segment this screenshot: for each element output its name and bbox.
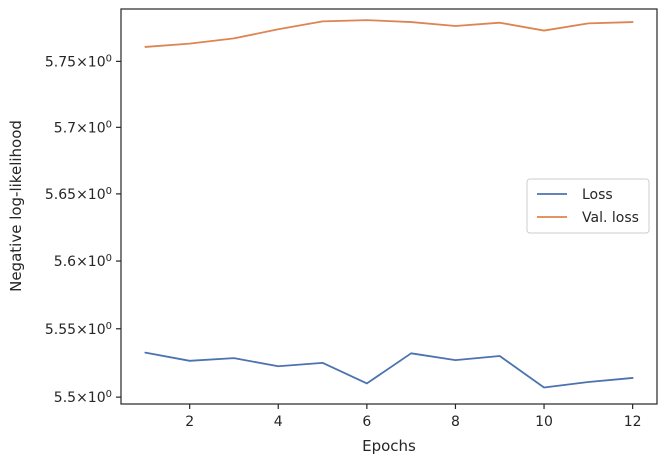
legend-label-loss: Loss [582,187,613,203]
y-tick-label: 5.75×100 [45,53,112,71]
x-tick-label: 12 [624,414,642,430]
y-tick-label: 5.6×100 [54,253,112,271]
y-tick-label: 5.55×100 [45,320,112,338]
plot-frame [120,8,658,405]
series-line-loss [144,351,634,389]
x-tick-label: 4 [274,414,283,430]
y-axis: 5.5×100 5.55×100 5.6×100 5.65×100 5.7×100 5.7… [45,53,121,406]
x-axis: 2 4 6 8 10 12 [185,404,642,430]
legend-label-val-loss: Val. loss [582,210,639,226]
x-tick-label: 2 [185,414,194,430]
y-axis-label: Negative log-likelihood [7,120,25,292]
y-tick-label: 5.5×100 [54,389,112,407]
x-tick-label: 6 [362,414,371,430]
series-line-val-loss [144,19,634,48]
y-tick-label: 5.7×100 [54,119,112,137]
series-layer [144,19,634,389]
x-tick-label: 8 [451,414,460,430]
legend: Loss Val. loss [526,178,650,234]
y-tick-label: 5.65×100 [45,185,112,203]
legend-box [526,178,650,234]
x-tick-label: 10 [535,414,553,430]
x-axis-label: Epochs [362,437,416,455]
